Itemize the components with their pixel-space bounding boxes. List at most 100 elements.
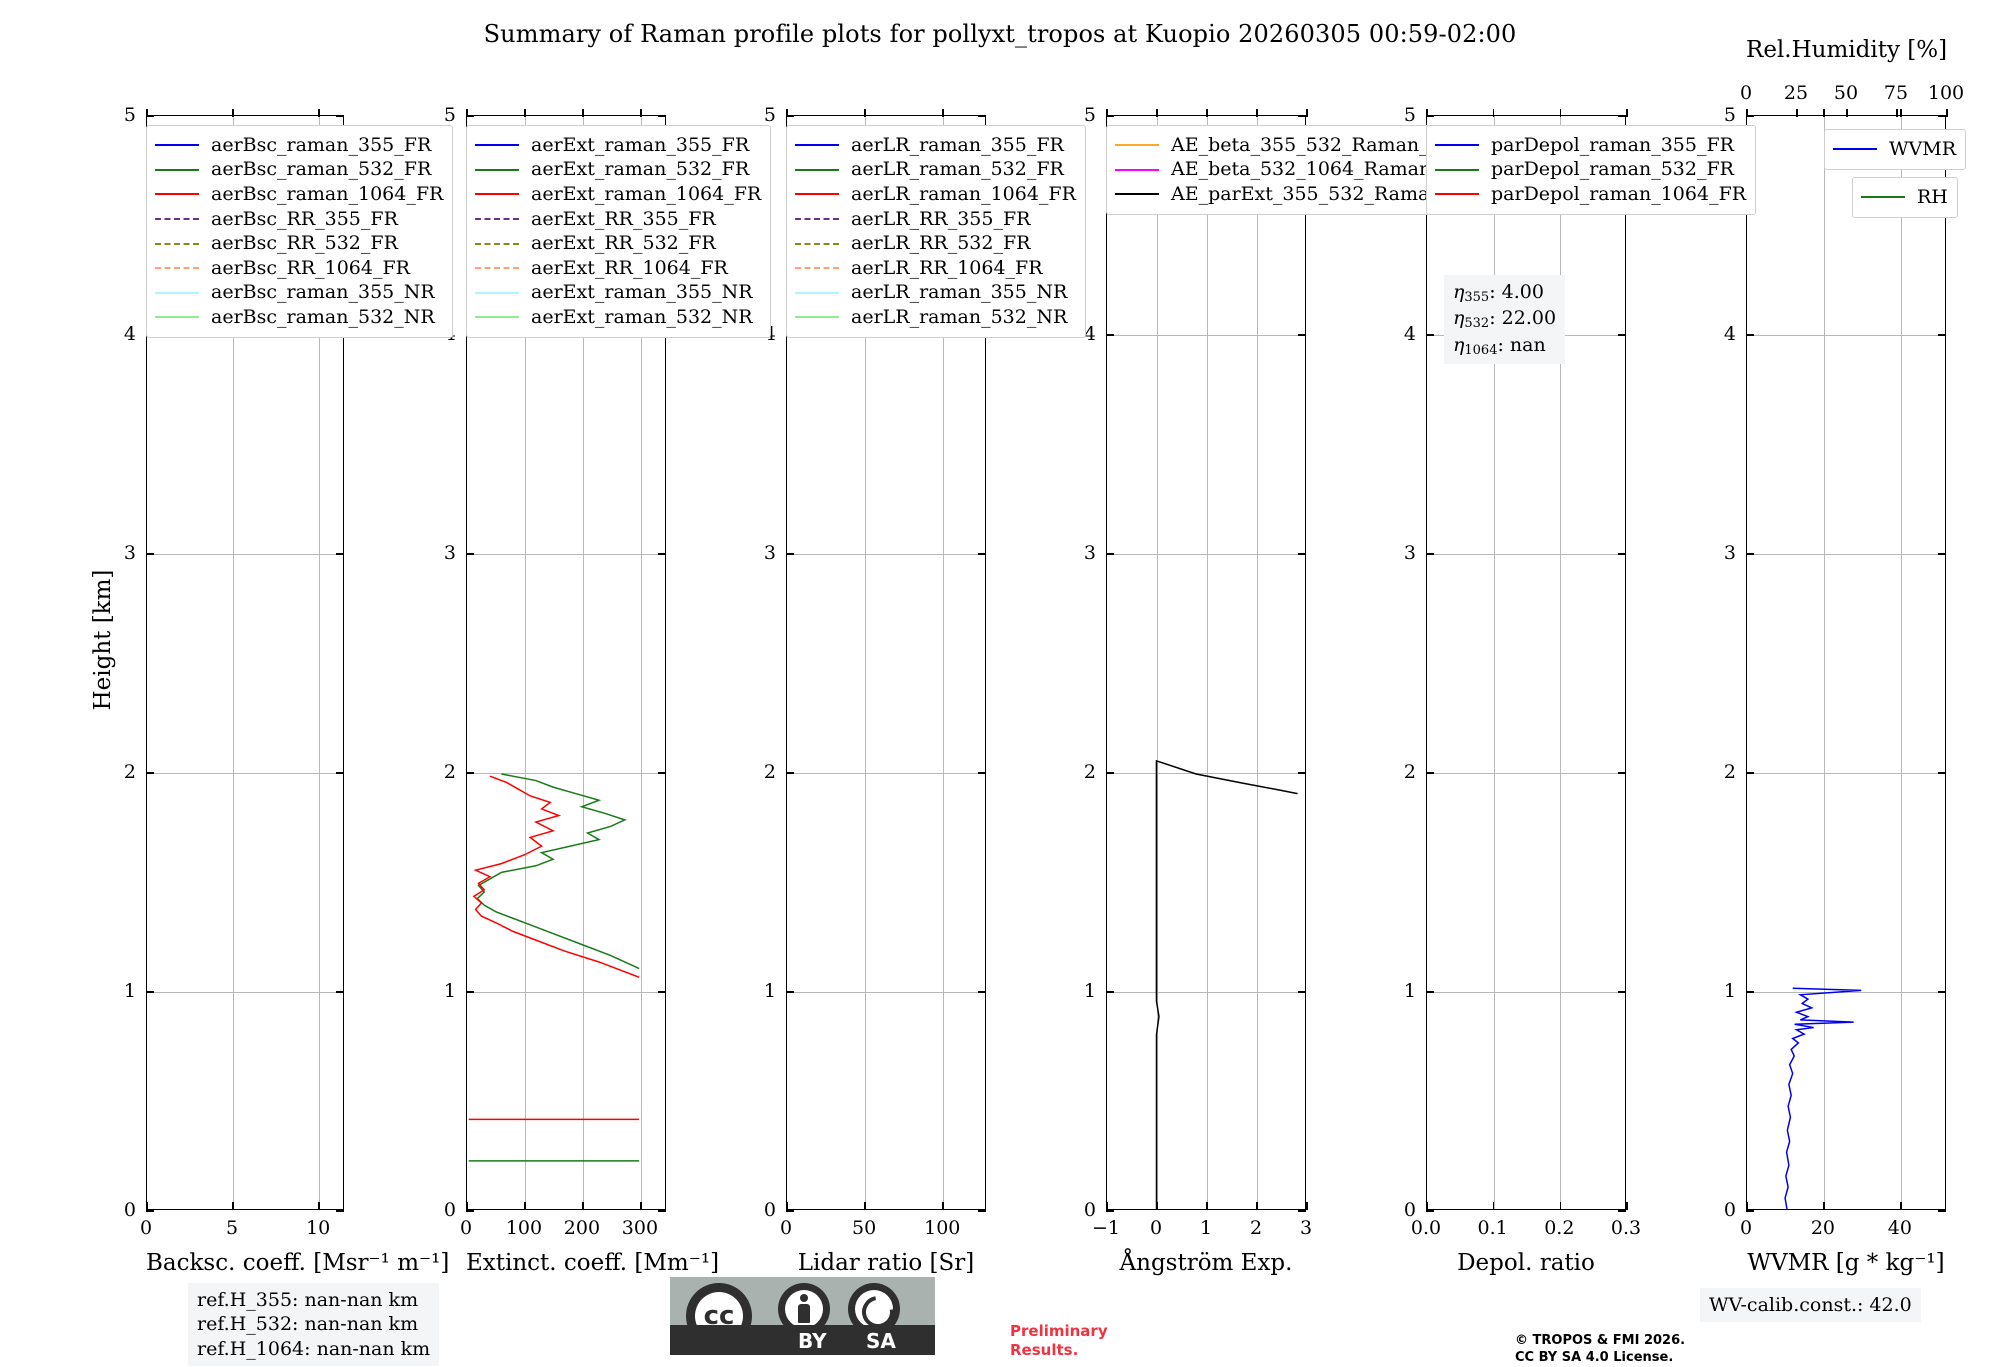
- legend-item[interactable]: aerBsc_RR_1064_FR: [155, 256, 443, 281]
- top-x-tick-label: 50: [1833, 82, 1859, 104]
- y-tick-label: 1: [1723, 980, 1736, 1002]
- legend-wvmr[interactable]: RH: [1852, 177, 1958, 218]
- legend-item[interactable]: aerExt_raman_532_NR: [475, 305, 761, 330]
- legend-color-swatch: [475, 193, 519, 196]
- y-tick: [978, 1210, 986, 1212]
- x-tick-top: [1626, 109, 1628, 117]
- legend-item[interactable]: parDepol_raman_532_FR: [1435, 158, 1746, 183]
- gridline-h: [467, 554, 665, 555]
- legend-item[interactable]: aerExt_RR_1064_FR: [475, 256, 761, 281]
- legend-label: parDepol_raman_1064_FR: [1491, 182, 1747, 205]
- eta-subscript: 532: [1464, 316, 1490, 332]
- sa-share-icon-inner: [855, 1290, 893, 1328]
- legend-color-swatch: [475, 267, 519, 270]
- x-tick-label: 5: [226, 1217, 239, 1239]
- y-tick: [1938, 772, 1946, 774]
- y-tick-label: 1: [1083, 980, 1096, 1002]
- legend-label: aerLR_RR_355_FR: [851, 207, 1031, 230]
- copyright-notice: © TROPOS & FMI 2026. CC BY SA 4.0 Licens…: [1515, 1333, 1685, 1367]
- y-tick-label: 5: [1723, 104, 1736, 126]
- y-tick-label: 0: [1403, 1199, 1416, 1221]
- y-tick-label: 2: [1723, 761, 1736, 783]
- gridline-v: [319, 116, 321, 1209]
- gridline-h: [467, 773, 665, 774]
- legend-label: aerExt_RR_355_FR: [531, 207, 716, 230]
- top-x-tick: [1896, 109, 1898, 117]
- y-tick: [1938, 991, 1946, 993]
- legend-item[interactable]: aerBsc_raman_1064_FR: [155, 182, 443, 207]
- legend-label: aerExt_raman_1064_FR: [531, 182, 762, 205]
- legend-item[interactable]: aerExt_RR_532_FR: [475, 231, 761, 256]
- x-tick-top: [942, 109, 945, 117]
- x-tick: [1426, 1202, 1428, 1210]
- legend-item[interactable]: aerLR_RR_355_FR: [795, 207, 1076, 232]
- gridline-h: [1107, 554, 1305, 555]
- legend-lidar-ratio[interactable]: aerLR_raman_355_FR aerLR_raman_532_FR aerL…: [786, 125, 1086, 338]
- legend-item[interactable]: aerExt_raman_1064_FR: [475, 182, 761, 207]
- legend-item[interactable]: aerLR_RR_1064_FR: [795, 256, 1076, 281]
- legend-item[interactable]: aerLR_raman_532_FR: [795, 158, 1076, 183]
- y-tick: [1426, 991, 1434, 993]
- plot-area-angstrom: [1106, 109, 1308, 1212]
- legend-label: aerLR_raman_532_FR: [851, 158, 1064, 181]
- copyright-line-2: CC BY SA 4.0 License.: [1515, 1349, 1674, 1365]
- legend-backscatter[interactable]: aerBsc_raman_355_FR aerBsc_raman_532_FR ae…: [146, 125, 454, 338]
- legend-item[interactable]: aerBsc_RR_532_FR: [155, 231, 443, 256]
- y-tick: [146, 991, 154, 993]
- eta-subscript: 1064: [1464, 342, 1498, 358]
- legend-extinction[interactable]: aerExt_raman_355_FR aerExt_raman_532_FR ae…: [466, 125, 772, 338]
- legend-item[interactable]: aerBsc_raman_355_FR: [155, 133, 443, 158]
- legend-item[interactable]: aerBsc_raman_532_NR: [155, 305, 443, 330]
- y-tick: [466, 772, 474, 774]
- legend-item[interactable]: aerExt_RR_355_FR: [475, 207, 761, 232]
- x-tick-top: [640, 109, 642, 117]
- legend-item[interactable]: aerLR_raman_355_FR: [795, 133, 1076, 158]
- y-tick-label: 3: [1723, 542, 1736, 564]
- legend-wvmr[interactable]: WVMR: [1824, 129, 1967, 170]
- legend-item[interactable]: aerLR_RR_532_FR: [795, 231, 1076, 256]
- legend-item[interactable]: aerExt_raman_355_NR: [475, 281, 761, 306]
- legend-item[interactable]: AE_parExt_355_532_Raman_FR: [1115, 182, 1479, 207]
- series-layer: [1155, 759, 1298, 1209]
- legend-color-swatch: [795, 218, 839, 221]
- legend-item[interactable]: aerExt_raman_355_FR: [475, 133, 761, 158]
- legend-angstrom[interactable]: AE_beta_355_532_Raman_FR AE_beta_532_1064…: [1106, 125, 1489, 215]
- legend-label: aerBsc_RR_532_FR: [211, 232, 398, 255]
- legend-color-swatch: [795, 267, 839, 270]
- y-tick: [336, 1210, 344, 1212]
- gridline-h: [147, 554, 343, 555]
- x-tick: [582, 1202, 584, 1210]
- y-tick-label: 3: [1083, 542, 1096, 564]
- legend-label: WVMR: [1889, 137, 1957, 160]
- panel-angstrom: −1 0 1 2 3 0 1 2 3 4 5 Ångström Exp. AE_beta_355_532…: [1084, 104, 1489, 1276]
- legend-label: aerExt_raman_532_FR: [531, 158, 750, 181]
- legend-item[interactable]: aerLR_raman_355_NR: [795, 281, 1076, 306]
- legend-item[interactable]: AE_beta_532_1064_Raman_FR: [1115, 158, 1479, 183]
- legend-item[interactable]: parDepol_raman_355_FR: [1435, 133, 1746, 158]
- sa-label: SA: [866, 1329, 896, 1353]
- y-tick: [1298, 772, 1306, 774]
- x-tick-label: 20: [1810, 1217, 1836, 1239]
- legend-depolarization[interactable]: parDepol_raman_355_FR parDepol_raman_532_…: [1426, 125, 1757, 215]
- x-tick-top: [1156, 109, 1158, 117]
- y-tick: [1106, 1210, 1114, 1212]
- legend-item[interactable]: aerBsc_raman_532_FR: [155, 158, 443, 183]
- gridline-v: [582, 116, 584, 1209]
- legend-item[interactable]: aerExt_raman_532_FR: [475, 158, 761, 183]
- top-x-tick-label: 0: [1739, 82, 1753, 104]
- legend-item[interactable]: aerBsc_RR_355_FR: [155, 207, 443, 232]
- legend-item[interactable]: AE_beta_355_532_Raman_FR: [1115, 133, 1479, 158]
- y-tick: [658, 991, 666, 993]
- legend-item[interactable]: WVMR: [1833, 137, 1956, 162]
- legend-label: aerBsc_raman_532_NR: [211, 305, 435, 328]
- legend-item[interactable]: RH: [1861, 185, 1948, 210]
- legend-item[interactable]: aerLR_raman_1064_FR: [795, 182, 1076, 207]
- legend-item[interactable]: aerBsc_raman_355_NR: [155, 281, 443, 306]
- legend-item[interactable]: aerLR_raman_532_NR: [795, 305, 1076, 330]
- eta-symbol: η: [1453, 281, 1465, 303]
- x-tick-top: [524, 109, 526, 117]
- legend-label: aerExt_raman_355_FR: [531, 133, 750, 156]
- legend-color-swatch: [1115, 144, 1159, 147]
- legend-item[interactable]: parDepol_raman_1064_FR: [1435, 182, 1746, 207]
